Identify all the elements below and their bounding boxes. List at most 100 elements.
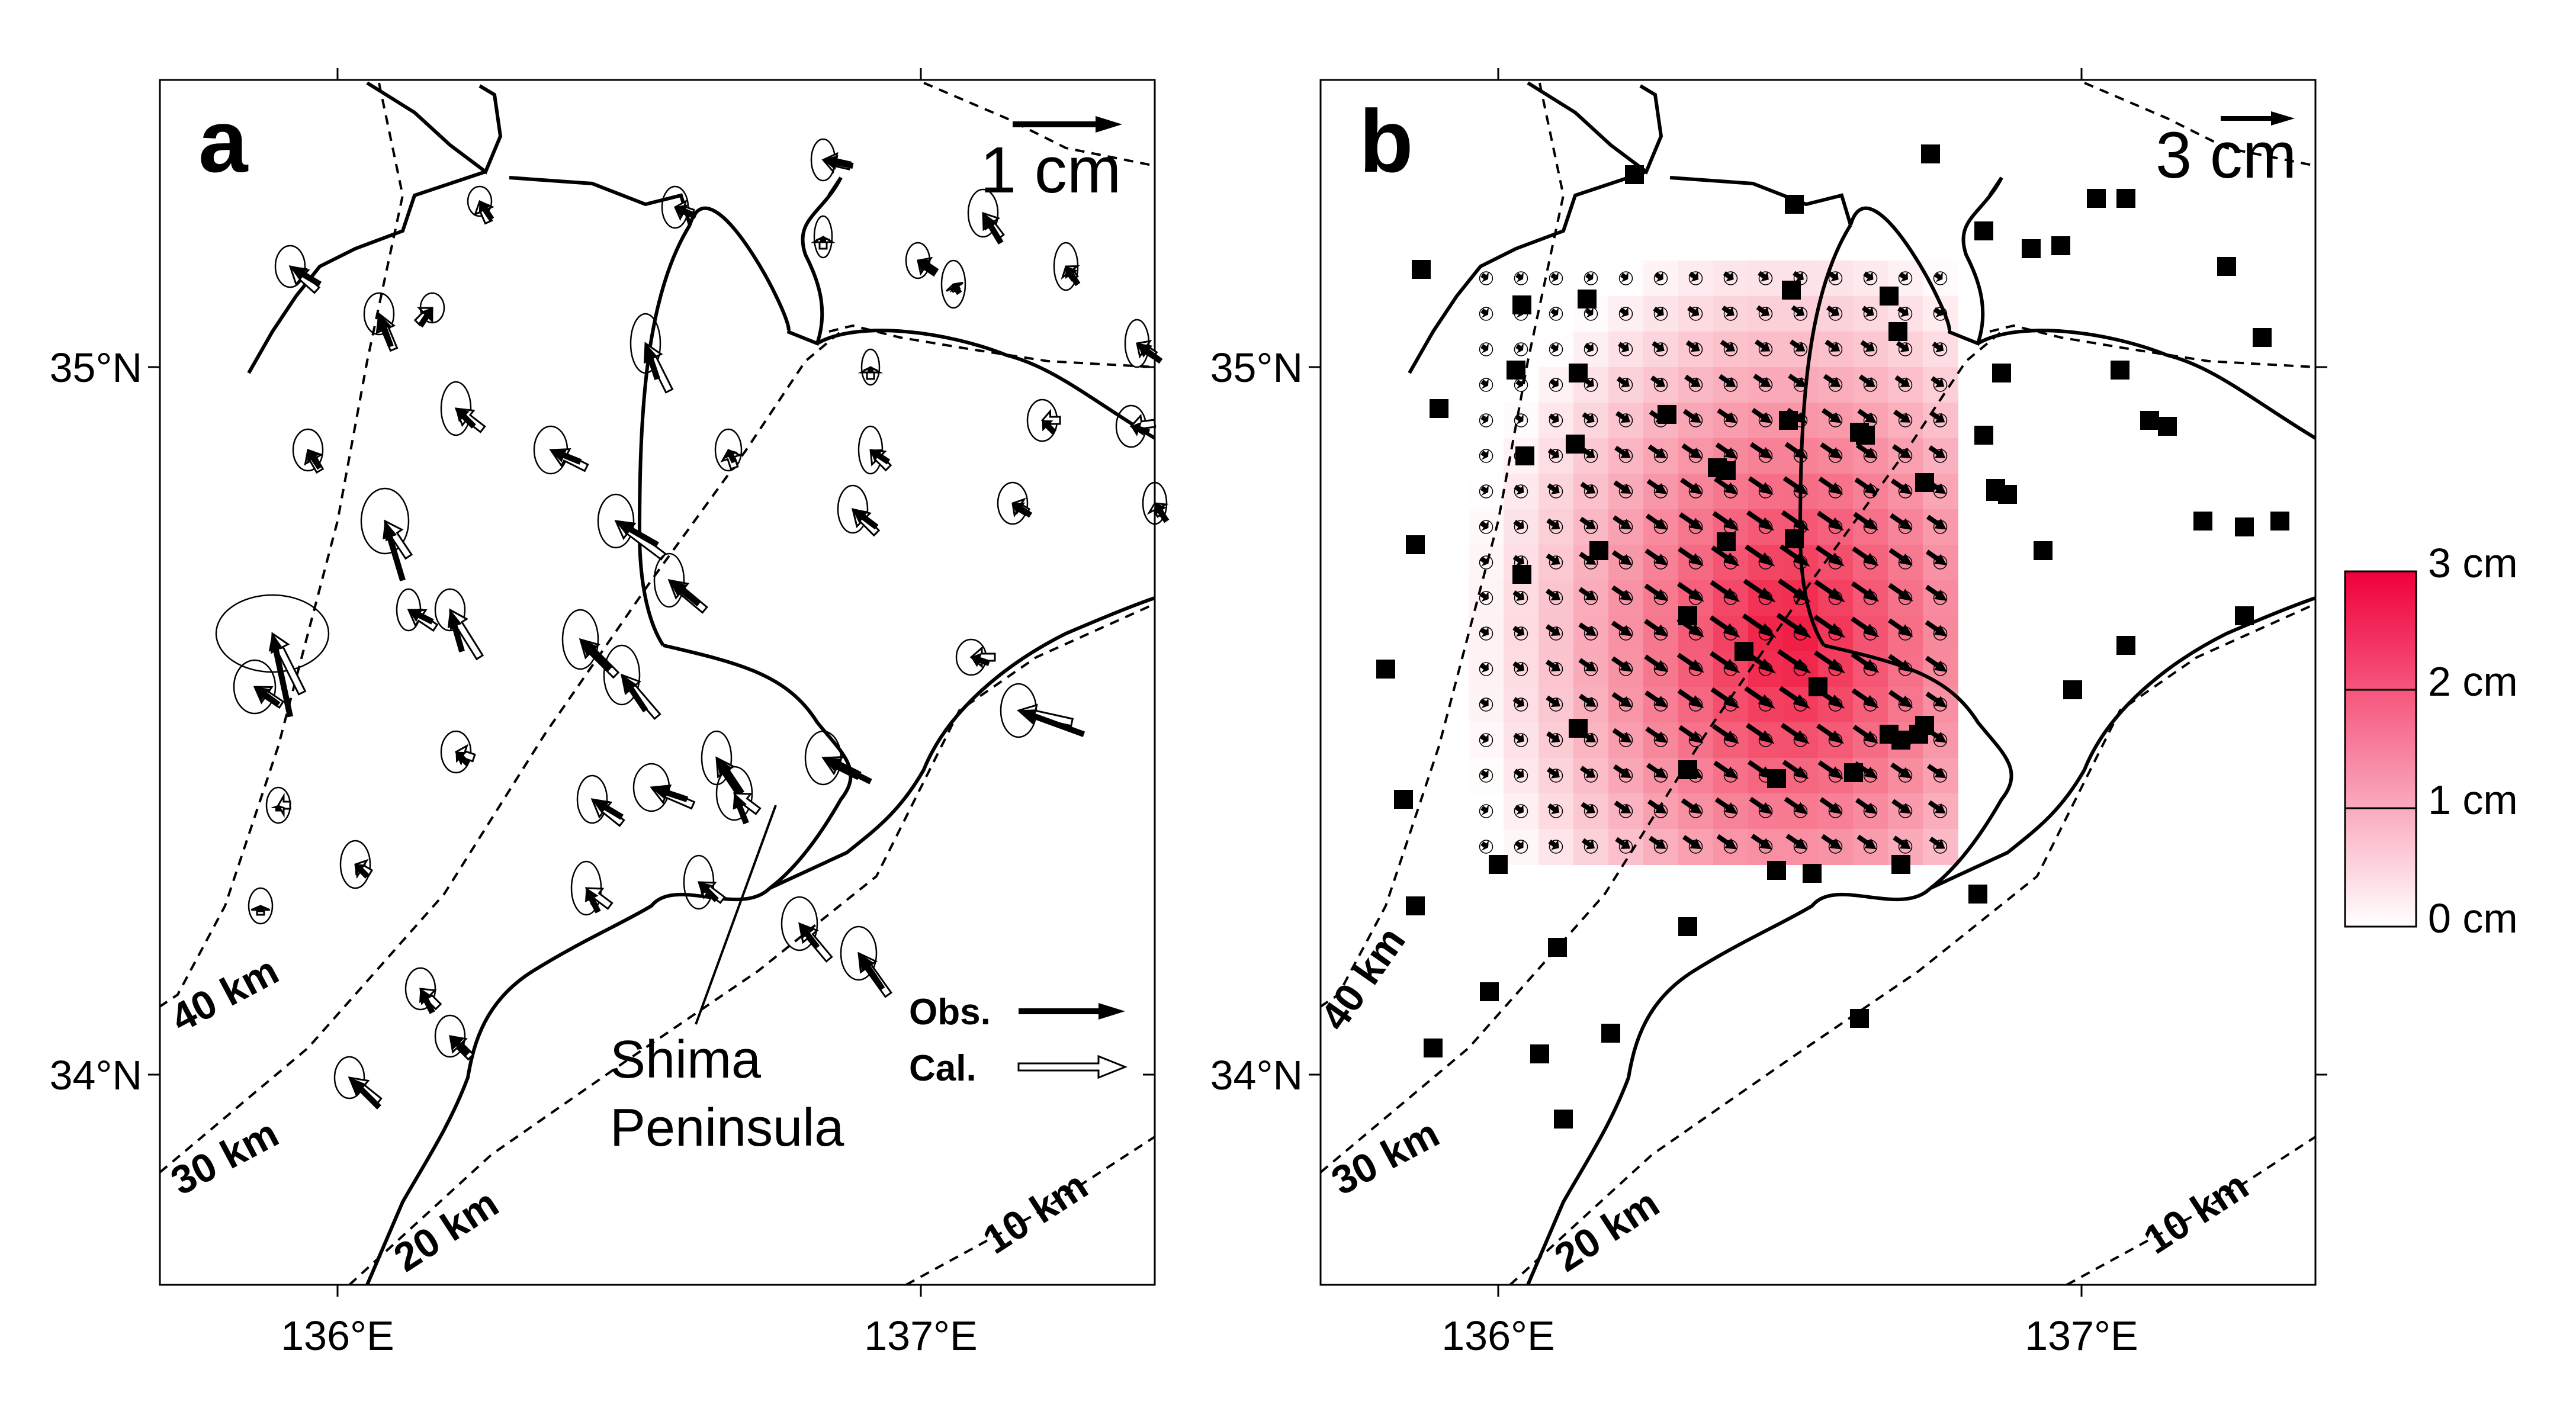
- observed-vector: [289, 266, 322, 287]
- observed-vector: [799, 923, 820, 950]
- uncertainty-circle: [1514, 697, 1528, 712]
- gnss-station: [1569, 719, 1588, 738]
- uncertainty-circle: [1514, 484, 1528, 499]
- uncertainty-circle: [1583, 840, 1598, 854]
- observed-vector: [1676, 652, 1704, 673]
- gnss-station: [1406, 896, 1425, 915]
- gnss-station: [1915, 716, 1934, 735]
- error-ellipse: [292, 428, 324, 472]
- uncertainty-circle: [1898, 378, 1913, 392]
- observed-vector: [1861, 306, 1874, 317]
- observed-vector: [1480, 520, 1489, 531]
- observed-vector: [1579, 516, 1596, 529]
- contour-label-40km: 40 km: [163, 948, 285, 1041]
- uncertainty-circle: [1583, 342, 1598, 356]
- uncertainty-circle: [1933, 307, 1948, 321]
- observed-vector: [1480, 449, 1489, 460]
- observed-vector: [1681, 443, 1703, 459]
- observed-vector: [1756, 305, 1770, 317]
- observed-vector: [1612, 728, 1632, 743]
- uncertainty-circle: [1933, 413, 1948, 427]
- gnss-station: [1986, 482, 2005, 501]
- observed-vector: [1851, 616, 1880, 638]
- uncertainty-circle: [1479, 591, 1493, 605]
- error-ellipse: [940, 259, 966, 309]
- observed-vector: [1925, 655, 1947, 672]
- uncertainty-circle: [1583, 769, 1598, 783]
- gnss-station: [1424, 1039, 1443, 1057]
- observed-vector: [724, 449, 738, 464]
- observed-vector: [1744, 686, 1775, 709]
- observed-vector: [1851, 688, 1879, 709]
- error-ellipse: [440, 381, 472, 436]
- uncertainty-circle: [1618, 413, 1633, 427]
- colorbar-tick-2: 2 cm: [2428, 658, 2518, 705]
- observed-vector: [1890, 513, 1913, 530]
- error-ellipse: [597, 493, 635, 549]
- gnss-station: [1394, 790, 1413, 809]
- observed-vector: [1851, 652, 1880, 673]
- observed-vector: [1712, 511, 1739, 531]
- uncertainty-circle: [1583, 271, 1598, 285]
- uncertainty-circle: [1479, 840, 1493, 854]
- observed-vector: [1682, 409, 1701, 423]
- observed-vector: [455, 751, 470, 766]
- uncertainty-circle: [1583, 484, 1598, 499]
- observed-vector: [1579, 766, 1596, 778]
- observed-vector: [1719, 374, 1736, 387]
- gnss-station: [1850, 1009, 1869, 1028]
- observed-vector: [417, 307, 433, 328]
- observed-vector: [1793, 271, 1804, 282]
- observed-vector: [650, 786, 689, 802]
- observed-vector: [1933, 307, 1944, 317]
- gnss-station: [1678, 917, 1697, 936]
- uncertainty-circle: [1549, 840, 1563, 854]
- uncertainty-circle: [1583, 378, 1598, 392]
- vector-legend: Obs. Cal.: [909, 992, 1128, 1089]
- uncertainty-circle: [1549, 449, 1563, 463]
- observed-vector: [1550, 342, 1559, 353]
- observed-vector: [1823, 374, 1841, 387]
- uncertainty-circle: [1618, 378, 1633, 392]
- observed-vector: [1899, 271, 1908, 282]
- uncertainty-circle: [1898, 271, 1913, 285]
- uncertainty-circle: [1618, 342, 1633, 356]
- observed-vector: [1550, 307, 1559, 318]
- gnss-station: [1891, 855, 1910, 874]
- uncertainty-circle: [1653, 378, 1668, 392]
- observed-vector: [1513, 732, 1524, 744]
- uncertainty-circle: [1793, 342, 1808, 356]
- observed-vector: [1825, 339, 1841, 352]
- uncertainty-circle: [1549, 342, 1563, 356]
- observed-vector: [1585, 307, 1594, 318]
- observed-vector: [1855, 443, 1877, 459]
- uncertainty-circle: [1479, 626, 1493, 641]
- uncertainty-circle: [1549, 662, 1563, 676]
- observed-vector: [268, 632, 293, 718]
- error-ellipse: [434, 588, 466, 632]
- observed-vector: [1776, 613, 1812, 638]
- observed-vector: [1546, 553, 1560, 565]
- observed-vector: [455, 408, 476, 429]
- uncertainty-circle: [1583, 697, 1598, 712]
- observed-vector: [1583, 342, 1594, 353]
- error-ellipse: [780, 896, 818, 951]
- observed-vector: [1480, 378, 1489, 389]
- gnss-station: [1412, 260, 1431, 279]
- observed-vector: [1480, 413, 1489, 425]
- scale-arrow: [1013, 116, 1122, 133]
- observed-vector: [1723, 271, 1734, 282]
- observed-vector: [1816, 724, 1845, 744]
- uncertainty-circle: [1549, 520, 1563, 534]
- observed-vector: [1647, 799, 1667, 814]
- error-ellipse: [248, 887, 274, 925]
- uncertainty-circle: [1514, 342, 1528, 356]
- observed-vector: [591, 799, 624, 820]
- contour-label-10km: 10 km: [975, 1163, 1096, 1263]
- uncertainty-circle: [1933, 342, 1948, 356]
- observed-vector: [1925, 620, 1947, 636]
- observed-vector: [674, 204, 698, 219]
- observed-vector: [1713, 760, 1739, 779]
- error-ellipse: [233, 659, 277, 715]
